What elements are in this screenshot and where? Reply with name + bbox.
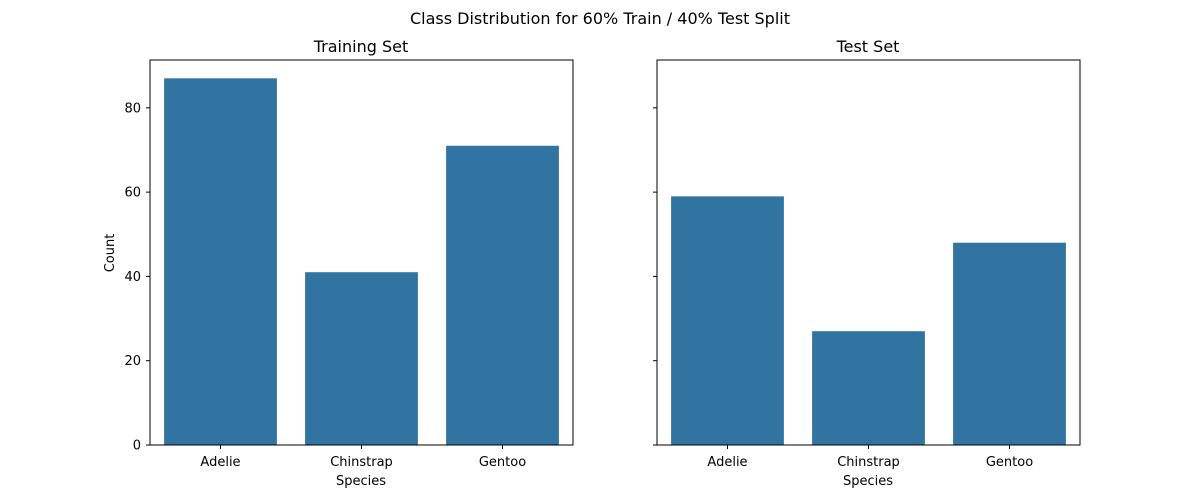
training-set-y-axis-label: Count bbox=[103, 234, 118, 273]
training-set-y-tick-label: 40 bbox=[124, 270, 141, 285]
test-set-bar-adelie bbox=[671, 196, 784, 445]
test-set-x-tick-label: Gentoo bbox=[986, 455, 1033, 470]
test-set-title: Test Set bbox=[836, 37, 900, 56]
figure-title: Class Distribution for 60% Train / 40% T… bbox=[410, 9, 790, 28]
training-set-bar-adelie bbox=[164, 78, 277, 445]
test-set-x-axis-label: Species bbox=[843, 474, 893, 489]
training-set-x-tick-label: Gentoo bbox=[479, 455, 526, 470]
training-set-y-tick-label: 80 bbox=[124, 101, 141, 116]
training-set-x-tick-label: Chinstrap bbox=[330, 455, 393, 470]
training-set-panel: Training Set 0 20 40 60 80 Adelie Chinstrap Ge… bbox=[103, 37, 574, 489]
training-set-title: Training Set bbox=[313, 37, 409, 56]
training-set-x-axis-label: Species bbox=[336, 474, 386, 489]
test-set-panel: Test Set Adelie Chinstrap Gentoo Species bbox=[653, 37, 1081, 489]
training-set-y-tick-label: 60 bbox=[124, 186, 141, 201]
test-set-bar-gentoo bbox=[953, 242, 1066, 445]
training-set-y-tick-label: 20 bbox=[124, 354, 141, 369]
training-set-y-tick-label: 0 bbox=[133, 439, 141, 454]
training-set-x-tick-label: Adelie bbox=[200, 455, 240, 470]
training-set-bars bbox=[164, 78, 559, 445]
training-set-y-ticks: 0 20 40 60 80 bbox=[124, 101, 150, 454]
test-set-x-ticks: Adelie Chinstrap Gentoo bbox=[707, 445, 1033, 470]
training-set-x-ticks: Adelie Chinstrap Gentoo bbox=[200, 445, 526, 470]
test-set-bar-chinstrap bbox=[812, 331, 925, 445]
test-set-y-ticks bbox=[653, 107, 657, 446]
training-set-bar-chinstrap bbox=[305, 272, 418, 445]
training-set-bar-gentoo bbox=[446, 145, 559, 445]
test-set-x-tick-label: Chinstrap bbox=[837, 455, 900, 470]
test-set-bars bbox=[671, 196, 1066, 445]
test-set-x-tick-label: Adelie bbox=[707, 455, 747, 470]
